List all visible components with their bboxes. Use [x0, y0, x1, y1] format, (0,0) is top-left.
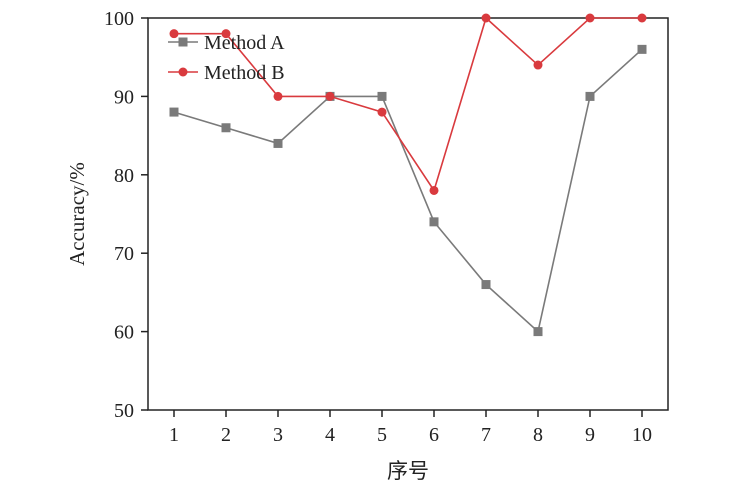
- x-axis-title: 序号: [387, 459, 429, 483]
- data-point: [481, 280, 491, 290]
- data-point: [377, 91, 387, 101]
- data-point: [637, 13, 647, 23]
- data-point: [221, 123, 231, 133]
- y-tick-label: 80: [114, 165, 134, 187]
- series-layer: [169, 13, 647, 337]
- legend-label: Method A: [204, 32, 285, 54]
- y-tick-label: 90: [114, 86, 134, 108]
- y-axis: 50 60 70 80 90 100: [104, 8, 148, 422]
- data-point: [429, 185, 439, 195]
- data-point: [325, 91, 335, 101]
- y-tick-label: 50: [114, 400, 134, 422]
- data-point: [429, 217, 439, 227]
- x-axis: 1 2 3 4 5 6 7 8 9 10: [169, 410, 652, 446]
- y-tick-label: 70: [114, 243, 134, 265]
- legend-marker: [178, 67, 188, 77]
- data-point: [169, 29, 179, 39]
- x-tick-label: 2: [221, 424, 231, 446]
- x-tick-label: 8: [533, 424, 543, 446]
- series-line: [173, 48, 643, 334]
- legend-item: Method B: [168, 62, 285, 84]
- legend: Method A Method B: [168, 32, 285, 84]
- y-tick-label: 100: [104, 8, 134, 30]
- data-point: [533, 327, 543, 337]
- data-point: [481, 13, 491, 23]
- x-tick-label: 7: [481, 424, 491, 446]
- plot-frame: [147, 17, 669, 411]
- data-point: [637, 44, 647, 54]
- legend-marker: [178, 37, 188, 47]
- x-tick-label: 1: [169, 424, 179, 446]
- legend-label: Method B: [204, 62, 285, 84]
- data-point: [273, 91, 283, 101]
- x-tick-label: 10: [632, 424, 652, 446]
- legend-item: Method A: [168, 32, 285, 54]
- y-axis-title: Accuracy/%: [65, 162, 89, 266]
- data-point: [377, 107, 387, 117]
- series-line: [174, 16, 642, 193]
- x-tick-label: 6: [429, 424, 439, 446]
- data-point: [585, 13, 595, 23]
- x-tick-label: 5: [377, 424, 387, 446]
- y-tick-label: 60: [114, 322, 134, 344]
- data-point: [533, 60, 543, 70]
- x-tick-label: 9: [585, 424, 595, 446]
- data-point: [169, 107, 179, 117]
- series-method-b: [169, 13, 647, 195]
- data-point: [273, 138, 283, 148]
- data-point: [585, 91, 595, 101]
- x-tick-label: 3: [273, 424, 283, 446]
- series-method-a: [169, 44, 647, 337]
- x-tick-label: 4: [325, 424, 335, 446]
- data-point: [221, 29, 231, 39]
- plot-area: [147, 17, 669, 411]
